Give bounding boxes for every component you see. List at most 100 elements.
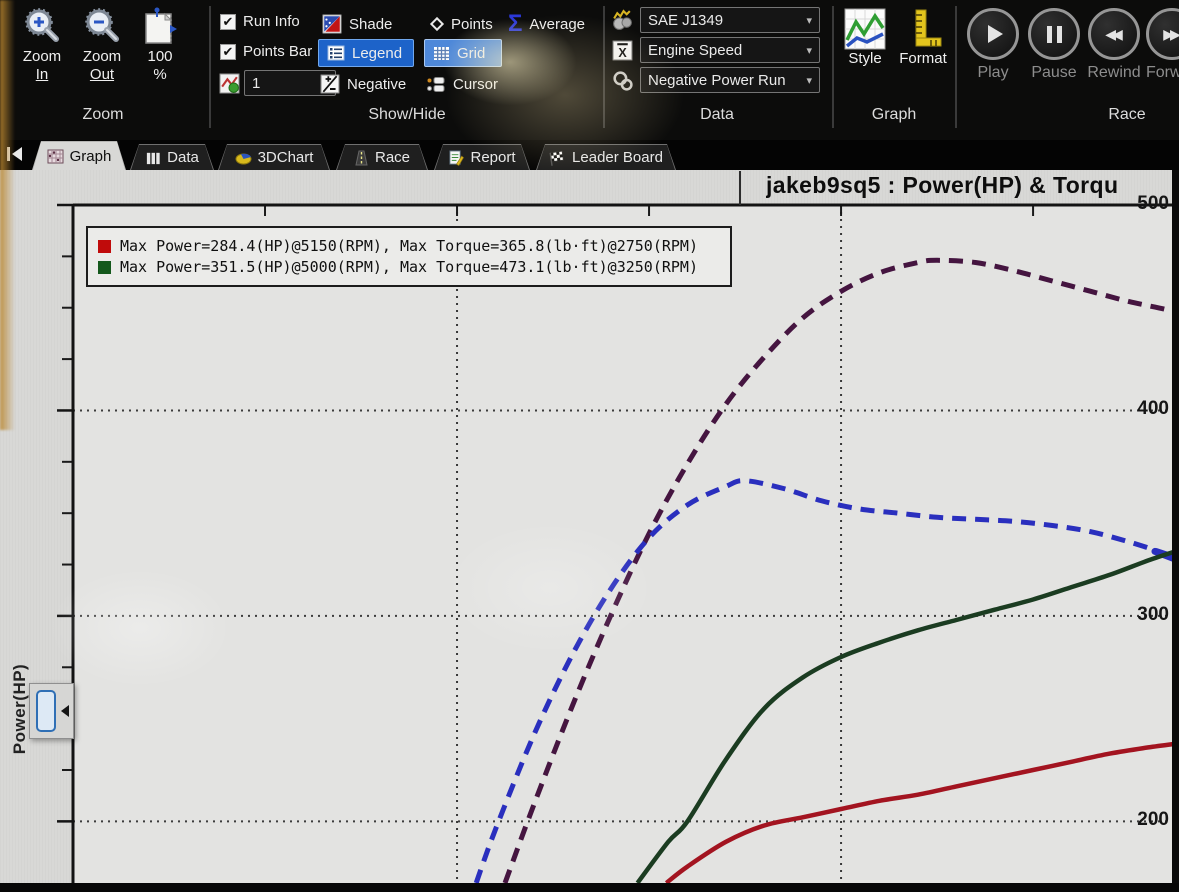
tab-data[interactable]: Data: [130, 144, 214, 170]
graph-tab-icon: [47, 148, 64, 165]
right-edge-bar: [1172, 170, 1179, 892]
tab-scroll-left-button[interactable]: [7, 147, 22, 161]
grid-toggle-active[interactable]: Grid: [424, 39, 502, 67]
play-icon: [987, 25, 1003, 43]
tab-leader-board[interactable]: Leader Board: [536, 144, 676, 170]
tab-nav-bar-icon: [7, 147, 10, 161]
run1-color-swatch: [98, 239, 111, 253]
race-play-label: Play: [977, 64, 1009, 81]
graph-style-icon: [838, 8, 892, 50]
race-group-label: Race: [1108, 106, 1146, 123]
zoom-in-label-line1: Zoom: [22, 48, 62, 65]
grid-label: Grid: [457, 44, 486, 62]
y-tick-label-500: 500: [1137, 193, 1169, 214]
average-label: Average: [529, 15, 586, 33]
report-tab-icon: [448, 150, 464, 166]
zoom-100-label-line2: %: [153, 66, 167, 83]
tab-graph-label: Graph: [69, 147, 112, 165]
zoom-out-label-line1: Zoom: [82, 48, 122, 65]
zoom-out-label-line2: Out: [89, 66, 115, 83]
zoom-out-button[interactable]: Zoom Out: [74, 6, 130, 84]
zoom-group-label: Zoom: [82, 106, 124, 123]
ribbon-separator: [209, 6, 211, 128]
tab-leader-board-label: Leader Board: [572, 149, 663, 166]
tab-3dchart-label: 3DChart: [257, 149, 314, 166]
negative-toggle[interactable]: Negative: [320, 72, 406, 96]
x-axis-channel-dropdown[interactable]: Engine Speed ▾: [640, 37, 820, 63]
run-info-checkbox[interactable]: ✔ Run Info: [220, 13, 300, 30]
cursor-toggle[interactable]: Cursor: [426, 72, 498, 96]
average-sigma-icon: Σ: [508, 10, 523, 37]
shade-toggle[interactable]: Shade: [322, 12, 392, 36]
zoom-in-label-line2: In: [35, 66, 49, 83]
ribbon-separator: [955, 6, 957, 128]
zoom-in-icon: [14, 6, 70, 48]
race-pause-button[interactable]: [1028, 8, 1080, 60]
tab-3dchart[interactable]: 3DChart: [218, 144, 330, 170]
show-hide-group-label: Show/Hide: [368, 106, 446, 123]
svg-text:X: X: [618, 45, 627, 59]
3dchart-tab-icon: [235, 150, 252, 166]
chevron-down-icon: ▾: [806, 14, 812, 27]
race-rewind-button[interactable]: ◀◀: [1088, 8, 1140, 60]
zoom-100-percent-button[interactable]: 100 %: [134, 6, 186, 84]
leader-board-tab-icon: [549, 150, 566, 166]
run2-color-swatch: [98, 260, 111, 274]
y-tick-label-300: 300: [1137, 603, 1169, 625]
run-type-dropdown[interactable]: Negative Power Run ▾: [640, 67, 820, 93]
average-toggle[interactable]: Σ Average: [508, 12, 585, 36]
race-forward-button[interactable]: ▶▶: [1146, 8, 1179, 60]
points-toggle[interactable]: Points: [429, 12, 493, 36]
bottom-edge-bar: [0, 883, 1179, 892]
tab-race[interactable]: Race: [336, 144, 428, 170]
points-label: Points: [451, 15, 493, 33]
zoom-in-button[interactable]: Zoom In: [14, 6, 70, 84]
graph-group-label: Graph: [871, 106, 917, 123]
pause-icon: [1046, 25, 1062, 43]
run-type-icon: [610, 68, 634, 92]
race-pause-label: Pause: [1031, 64, 1077, 81]
run-chart-icon: [217, 71, 241, 95]
forward-icon: ▶▶: [1163, 25, 1179, 42]
legend-toggle-active[interactable]: Legend: [318, 39, 414, 67]
run-info-label: Run Info: [243, 13, 300, 30]
x-axis-channel-value: Engine Speed: [648, 41, 743, 59]
axis-handle[interactable]: [36, 690, 56, 732]
graph-format-icon: [894, 8, 952, 50]
legend-row-run2: Max Power=351.5(HP)@5000(RPM), Max Torqu…: [98, 258, 720, 276]
graph-style-label: Style: [848, 50, 882, 67]
data-tab-icon: [145, 150, 161, 166]
checkbox-checked-icon: ✔: [220, 13, 236, 30]
correction-standard-icon: [610, 8, 634, 32]
race-play-button[interactable]: [967, 8, 1019, 60]
graph-format-button[interactable]: Format: [894, 8, 952, 68]
zoom-100-percent-icon: [134, 6, 186, 48]
y-tick-label-200: 200: [1137, 809, 1169, 831]
graph-style-button[interactable]: Style: [838, 8, 892, 68]
data-group-label: Data: [700, 106, 734, 123]
race-rewind-label: Rewind: [1087, 64, 1141, 81]
tab-race-label: Race: [374, 149, 411, 166]
view-tab-bar: Graph Data 3DChart Race Report Leader Bo…: [0, 140, 1179, 170]
legend-label: Legend: [352, 44, 403, 62]
tab-report[interactable]: Report: [434, 144, 530, 170]
run-type-value: Negative Power Run: [648, 71, 786, 89]
rewind-icon: ◀◀: [1105, 25, 1122, 42]
points-bar-checkbox[interactable]: ✔ Points Bar: [220, 43, 312, 60]
run-number-value: 1: [252, 74, 261, 92]
tab-graph[interactable]: Graph: [32, 141, 126, 170]
chevron-down-icon: ▾: [806, 44, 812, 57]
points-bar-label: Points Bar: [243, 43, 313, 60]
title-divider: [739, 171, 741, 205]
race-forward-label: Forw: [1146, 64, 1179, 81]
tab-nav-left-icon: [12, 147, 22, 161]
correction-standard-value: SAE J1349: [648, 11, 724, 29]
legend-run2-text: Max Power=351.5(HP)@5000(RPM), Max Torqu…: [120, 258, 698, 276]
correction-standard-dropdown[interactable]: SAE J1349 ▾: [640, 7, 820, 33]
points-diamond-icon: [429, 16, 445, 32]
axis-scroll-widget[interactable]: [29, 683, 74, 739]
tab-report-label: Report: [470, 149, 516, 166]
x-axis-channel-icon: X: [610, 38, 634, 62]
negative-icon: [320, 74, 340, 94]
